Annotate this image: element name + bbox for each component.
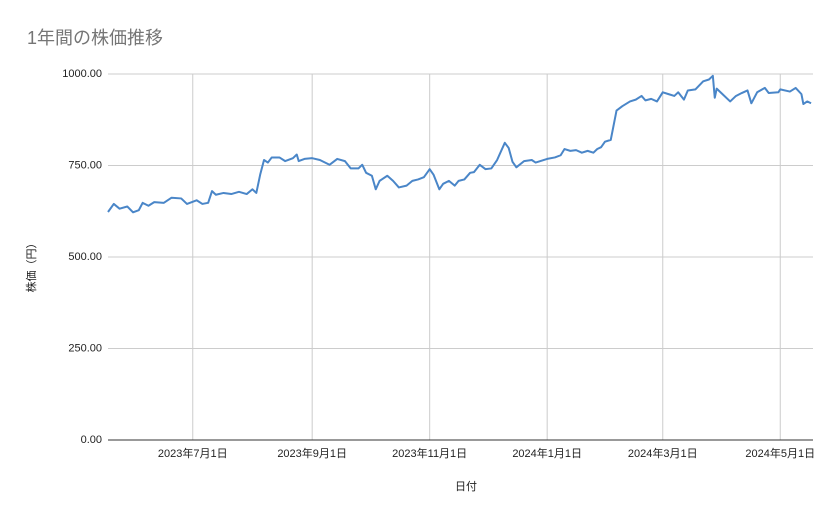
x-tick-label: 2023年11月1日 <box>392 446 467 460</box>
y-tick-label: 500.00 <box>68 251 102 263</box>
chart-title: 1年間の株価推移 <box>27 28 163 48</box>
x-tick-label: 2024年5月1日 <box>745 446 815 460</box>
x-tick-label: 2024年3月1日 <box>628 446 698 460</box>
x-tick-label: 2023年7月1日 <box>158 446 228 460</box>
x-tick-label: 2023年9月1日 <box>277 446 347 460</box>
y-tick-label: 750.00 <box>68 159 102 171</box>
x-axis-title: 日付 <box>455 480 477 493</box>
x-tick-label: 2024年1月1日 <box>512 446 582 460</box>
y-tick-label: 1000.00 <box>62 68 102 80</box>
y-tick-label: 250.00 <box>68 342 102 354</box>
price-line <box>107 74 812 214</box>
y-axis-title: 株価（円） <box>24 238 38 293</box>
y-tick-label: 0.00 <box>81 434 102 446</box>
